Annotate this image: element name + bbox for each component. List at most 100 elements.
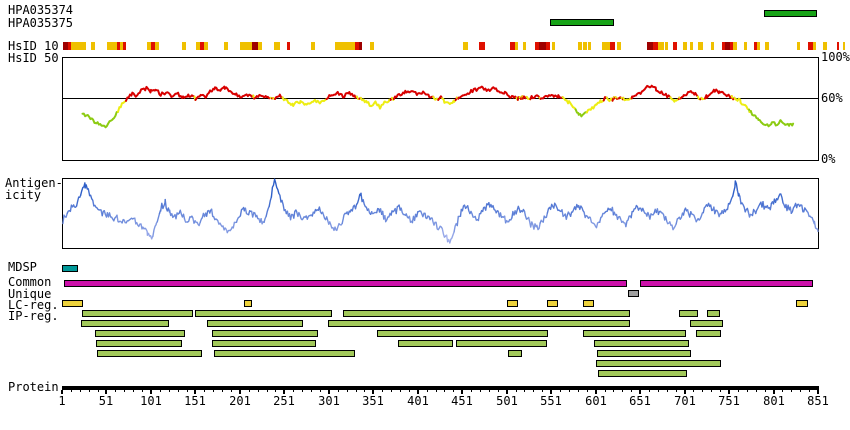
protein-axis-label: Protein [8,380,59,394]
hsid10-segment [479,42,485,50]
minor-tick [720,390,721,392]
minor-tick [391,390,392,392]
lcreg-bar [546,300,559,307]
antigenicity-line [194,220,201,227]
minor-tick [222,390,223,392]
minor-tick [249,390,250,392]
antigenicity-line [116,214,120,223]
ipreg-bar [94,330,185,337]
major-tick [817,390,819,394]
minor-tick [338,390,339,392]
hsid10-segment [224,42,228,50]
unique-bar [627,290,640,297]
ipreg-bar [212,330,319,337]
hsid50-identity-line [325,90,358,100]
hsid10-segment [515,42,518,50]
antigenicity-line [79,182,90,196]
antigenicity-line [371,210,378,215]
axis-tick-label: 201 [229,394,251,408]
antigenicity-line [456,215,462,227]
antigenicity-line [682,207,689,216]
minor-tick [169,390,170,392]
hsid10-segment [62,42,69,50]
axis-tick-label: 301 [318,394,340,408]
major-tick [105,390,107,394]
antigenicity-line [244,207,250,216]
hsid50-identity-line [392,89,435,100]
ipreg-bar [96,350,202,357]
antigenicity-line [722,202,731,215]
antigenicity-line [666,220,677,231]
hsid10-segment [812,42,817,50]
antigenicity-line [695,211,704,223]
antigenicity-line [92,199,102,211]
minor-tick [605,390,606,392]
antigenicity-line [806,210,814,222]
antigenicity-line [268,196,273,208]
axis-tick-label: 1 [58,394,66,408]
ipreg-bar [456,340,547,347]
ipreg-bar [80,320,169,327]
hsid10-segment [310,42,316,50]
hsid10-segment [711,42,715,50]
antigenicity-line [728,195,734,205]
minor-tick [587,390,588,392]
unique-label: Unique [8,287,52,301]
hsid50-identity-line [539,93,564,100]
hsid50-identity-line [622,96,633,102]
antigenicity-line [313,206,322,214]
minor-tick [533,390,534,392]
hsid10-segment [68,42,72,50]
hsid50-identity-line [630,84,672,100]
antigenicity-line [542,212,549,223]
minor-tick [258,390,259,392]
hsid10-segment [273,42,281,50]
major-tick [150,390,152,394]
hsid10-segment [836,42,840,50]
ipreg-bar [689,320,723,327]
hsid10-segment [658,42,664,50]
common-bar [640,280,813,287]
hsid10-segment [697,42,704,50]
ytick-0: 0% [821,152,836,166]
antigenicity-line [747,211,754,218]
minor-tick [542,390,543,392]
protein-axis-bar [62,386,819,390]
minor-tick [427,390,428,392]
ipreg-bar [81,310,193,317]
minor-tick [231,390,232,392]
antigenicity-line [431,217,443,231]
minor-tick [142,390,143,392]
antigenicity-line [327,220,343,232]
minor-tick [204,390,205,392]
hsid10-segment [822,42,827,50]
hsid10-segment [107,42,118,50]
ipreg-bar [376,330,548,337]
minor-tick [809,390,810,392]
ipreg-bar [343,310,631,317]
axis-tick-label: 151 [184,394,206,408]
antigenicity-line [488,201,496,211]
hsid10-segment [753,42,758,50]
hsid10-segment [545,42,551,50]
antigenicity-line [416,210,422,218]
hsid10-segment [732,42,738,50]
hsid10-segment [610,42,615,50]
antigenicity-line [755,203,761,215]
minor-tick [302,390,303,392]
antigenicity-line [296,211,313,221]
antigenicity-line [643,210,655,220]
hsid10-segment [286,42,291,50]
antigenicity-line [152,220,159,237]
axis-tick-label: 101 [140,394,162,408]
hsid10-label: HsID 10 [8,39,59,53]
minor-tick [471,390,472,392]
antigenicity-line [347,203,358,216]
major-tick [283,390,285,394]
hsid50-identity-line [605,96,614,103]
ipreg-bar [214,350,355,357]
hsid10-segment [509,42,516,50]
hsid10-segment [71,42,86,50]
